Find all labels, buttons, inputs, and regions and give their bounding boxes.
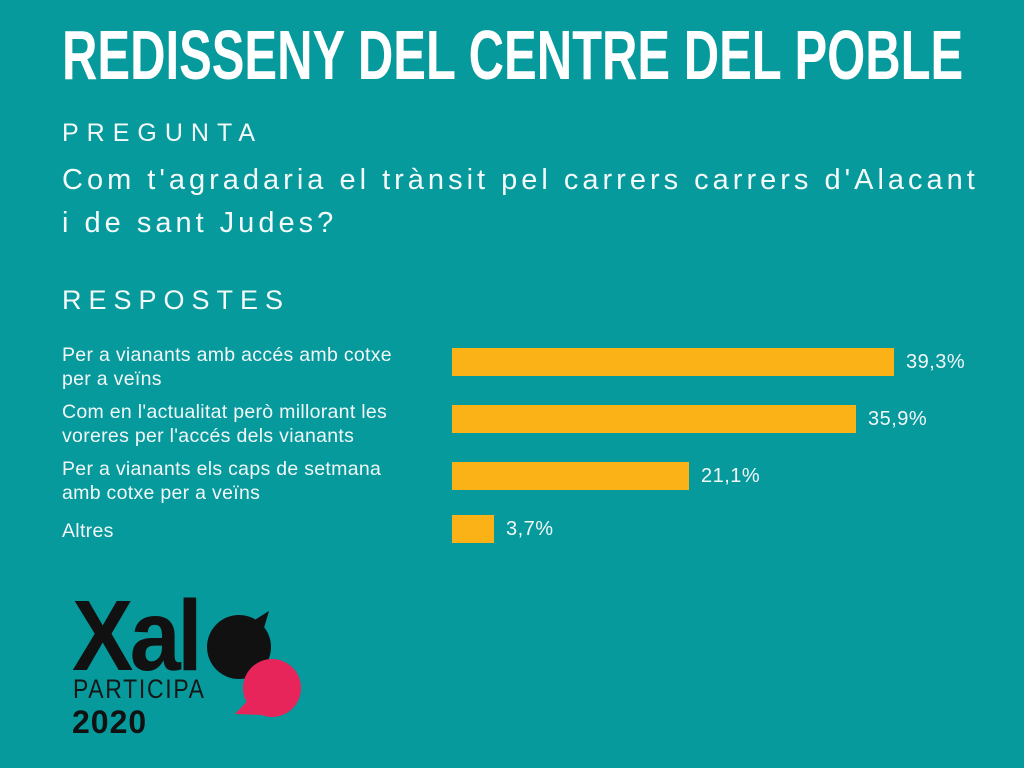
- bar-track: 3,7%: [452, 515, 554, 543]
- bar: [452, 515, 494, 543]
- value-label: 39,3%: [906, 350, 966, 373]
- logo-year: 2020: [72, 704, 148, 740]
- bar-track: 35,9%: [452, 405, 927, 433]
- speech-bubbles-icon: [207, 611, 301, 717]
- question-section-label: PREGUNTA: [62, 119, 264, 147]
- value-label: 35,9%: [868, 407, 928, 430]
- bar: [452, 405, 856, 433]
- page-title: REDISSENY DEL CENTRE DEL POBLE: [62, 16, 964, 94]
- category-label: Altres: [62, 520, 114, 542]
- responses-section-label: RESPOSTES: [62, 285, 291, 315]
- xalo-participa-logo: Xal PARTICIPA 2020: [70, 586, 340, 746]
- bar: [452, 348, 894, 376]
- question-text: Com t'agradaria el trànsit pel carrers c…: [62, 164, 979, 239]
- category-label: Per a vianants amb accés amb cotxe per a…: [62, 344, 392, 390]
- bar: [452, 462, 689, 490]
- category-label: Per a vianants els caps de setmana amb c…: [62, 458, 382, 504]
- logo-subtitle: PARTICIPA: [73, 674, 206, 704]
- bar-track: 39,3%: [452, 348, 965, 376]
- value-label: 21,1%: [701, 464, 761, 487]
- bar-track: 21,1%: [452, 462, 760, 490]
- logo-brand-text: Xal: [72, 580, 203, 692]
- value-label: 3,7%: [506, 517, 554, 540]
- category-label: Com en l'actualitat però millorant les v…: [62, 401, 388, 447]
- bar-chart: Per a vianants amb accés amb cotxe per a…: [62, 343, 1002, 563]
